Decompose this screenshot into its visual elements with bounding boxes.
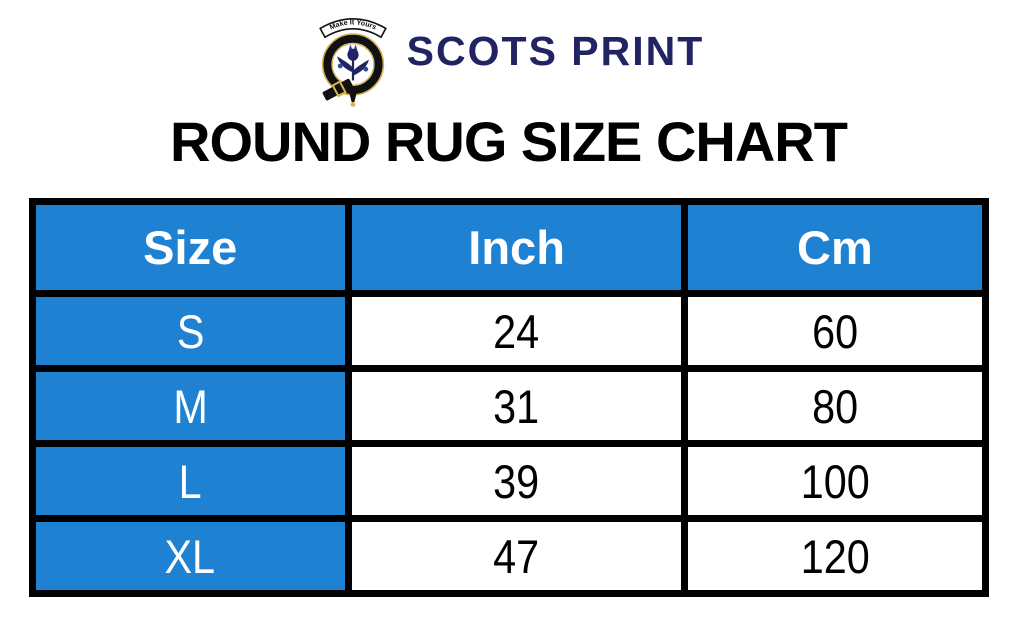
inch-value: 39 xyxy=(493,454,540,508)
size-cell: XL xyxy=(28,515,352,597)
cm-cell: 120 xyxy=(681,515,989,597)
cm-cell: 100 xyxy=(681,440,989,522)
cm-value: 100 xyxy=(800,454,870,508)
inch-cell: 39 xyxy=(344,440,689,522)
brand-header: Make It Yours xyxy=(0,0,1017,108)
inch-cell: 31 xyxy=(344,365,689,447)
inch-cell: 47 xyxy=(344,515,689,597)
size-value: M xyxy=(172,379,208,433)
belt-buckle-icon xyxy=(322,78,353,101)
size-chart-table: Size Inch Cm S 24 60 M 31 80 L 39 100 xyxy=(28,198,989,597)
thistle-crest-badge-icon: Make It Yours xyxy=(318,17,387,107)
col-header-inch: Inch xyxy=(344,198,689,297)
inch-cell: 24 xyxy=(344,290,689,372)
cm-value: 80 xyxy=(811,379,858,433)
size-value: S xyxy=(176,304,204,358)
cm-value: 60 xyxy=(811,304,858,358)
brand-tagline: Make It Yours xyxy=(328,17,378,31)
svg-text:Make It Yours: Make It Yours xyxy=(328,17,378,31)
inch-value: 47 xyxy=(493,529,540,583)
inch-value: 31 xyxy=(493,379,540,433)
cm-value: 120 xyxy=(800,529,870,583)
col-header-size: Size xyxy=(28,198,352,297)
size-cell: S xyxy=(28,290,352,372)
table-row-m: M 31 80 xyxy=(28,365,989,447)
brand-logo: Make It Yours xyxy=(313,8,393,108)
thistle-icon xyxy=(336,44,369,81)
table-row-s: S 24 60 xyxy=(28,290,989,372)
col-header-cm: Cm xyxy=(681,198,989,297)
inch-value: 24 xyxy=(493,304,540,358)
size-cell: M xyxy=(28,365,352,447)
brand-name: SCOTS PRINT xyxy=(406,27,705,74)
page-title: ROUND RUG SIZE CHART xyxy=(170,110,848,173)
header-row: Size Inch Cm xyxy=(28,198,989,297)
size-cell: L xyxy=(28,440,352,522)
cm-cell: 60 xyxy=(681,290,989,372)
size-value: XL xyxy=(164,529,216,583)
cm-cell: 80 xyxy=(681,365,989,447)
table-row-xl: XL 47 120 xyxy=(28,515,989,597)
size-value: L xyxy=(178,454,202,508)
table-row-l: L 39 100 xyxy=(28,440,989,522)
